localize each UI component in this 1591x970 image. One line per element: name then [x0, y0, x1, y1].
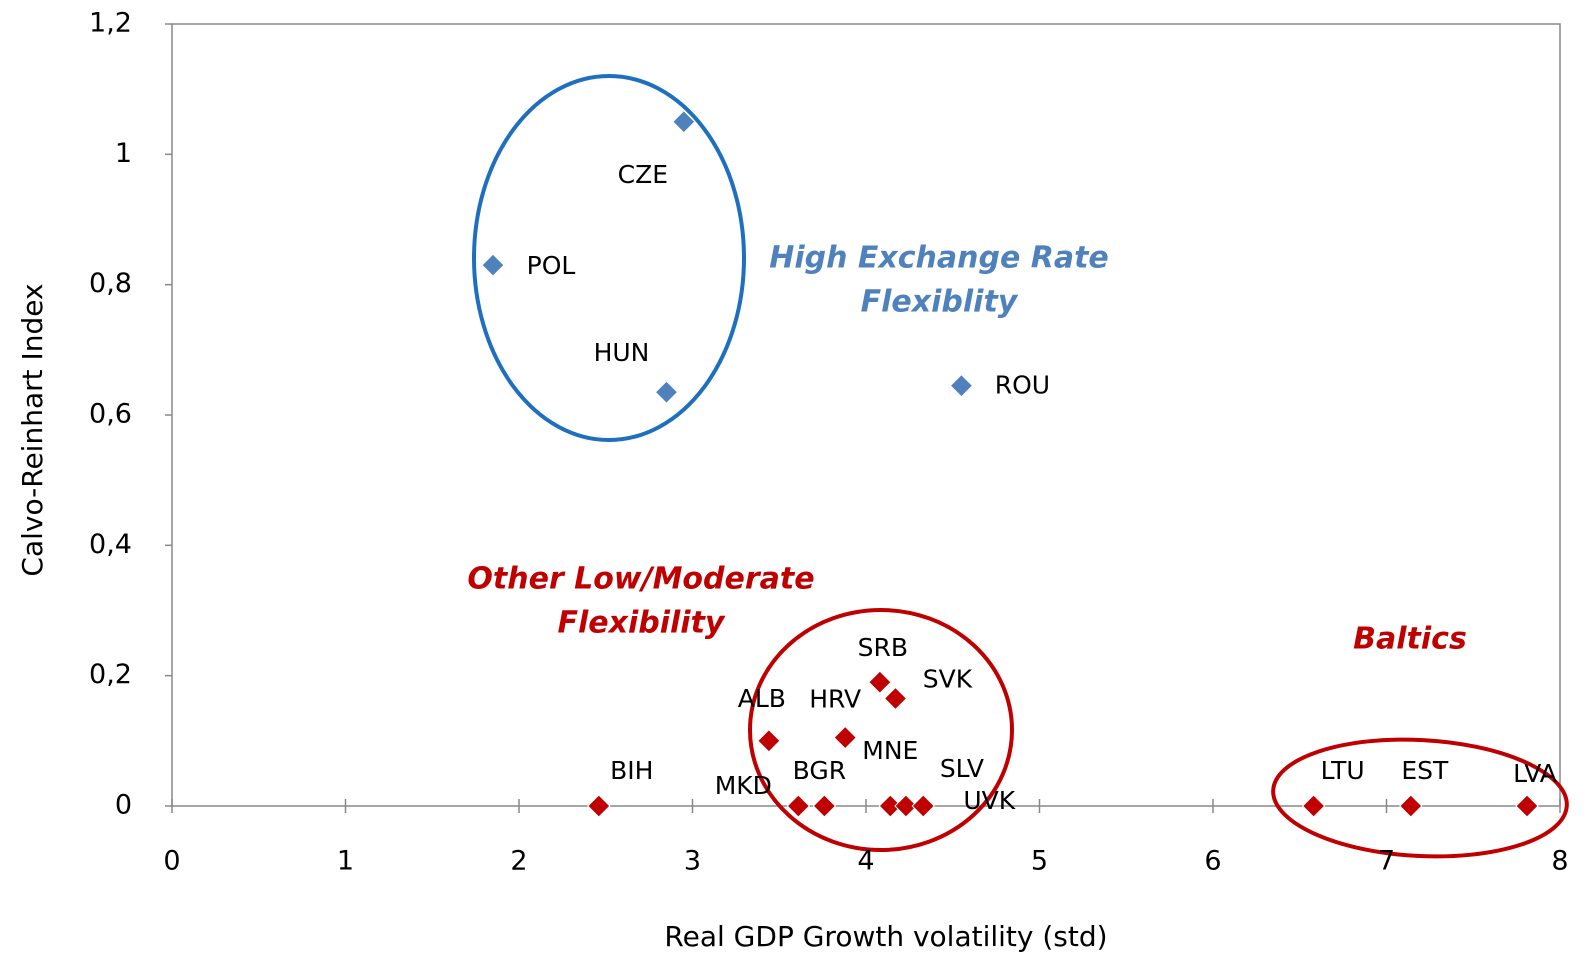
y-tick-label: 0,4: [89, 529, 132, 560]
point: [481, 253, 505, 277]
point-label: SLV: [940, 754, 984, 783]
point: [868, 670, 892, 694]
x-tick-label: 1: [337, 846, 354, 877]
point: [672, 110, 696, 134]
point-label: BGR: [793, 756, 846, 785]
point: [757, 729, 781, 753]
point: [654, 380, 679, 404]
y-tick-label: 0,2: [89, 659, 132, 690]
point-label: MNE: [862, 736, 918, 765]
point-label: LVA: [1513, 759, 1557, 788]
point-label: HRV: [809, 685, 861, 714]
annotation: Flexiblity: [861, 285, 1019, 320]
y-tick-label: 1,2: [89, 8, 132, 39]
point-label: ROU: [995, 371, 1050, 400]
point: [949, 373, 974, 398]
x-tick-label: 3: [684, 846, 701, 877]
point: [1515, 794, 1539, 818]
point: [833, 725, 857, 750]
annotation: Other Low/Moderate: [467, 562, 814, 597]
point: [587, 794, 611, 818]
point-label: UVK: [963, 786, 1015, 815]
point: [883, 686, 908, 711]
point-label: EST: [1401, 756, 1449, 785]
x-tick-label: 2: [510, 846, 527, 877]
point-label: SVK: [923, 664, 973, 693]
x-tick-label: 4: [857, 846, 874, 877]
point: [1301, 794, 1326, 818]
point: [1399, 794, 1423, 818]
y-tick-label: 0,8: [89, 268, 132, 299]
point-label: BIH: [610, 756, 653, 785]
y-tick-label: 0,6: [89, 399, 132, 430]
point-label: MKD: [715, 771, 772, 800]
plot-frame: [171, 23, 1561, 807]
point: [911, 794, 935, 818]
point-label: POL: [527, 251, 576, 280]
point-label: HUN: [594, 338, 650, 367]
point-label: SRB: [858, 633, 908, 662]
y-tick-label: 0: [115, 790, 132, 821]
point: [786, 794, 811, 818]
x-tick-label: 5: [1031, 846, 1048, 877]
y-axis-title: Calvo-Reinhart Index: [16, 283, 49, 576]
point-label: ALB: [738, 684, 786, 713]
y-tick-label: 1: [115, 138, 132, 169]
annotation: Flexibility: [558, 606, 726, 641]
annotation: High Exchange Rate: [769, 241, 1109, 276]
point: [812, 794, 837, 818]
point-label: CZE: [618, 160, 668, 189]
point: [878, 794, 902, 818]
x-tick-label: 8: [1551, 846, 1568, 877]
annotation: Baltics: [1353, 622, 1467, 657]
x-tick-label: 0: [163, 846, 180, 877]
group-ellipse: [1271, 737, 1569, 859]
point: [894, 794, 918, 818]
x-axis-title: Real GDP Growth volatility (std): [664, 920, 1107, 953]
group-ellipse: [748, 608, 1014, 852]
point-label: LTU: [1321, 756, 1365, 785]
group-ellipse: [472, 74, 746, 442]
x-tick-label: 7: [1378, 846, 1395, 877]
x-tick-label: 6: [1204, 846, 1221, 877]
